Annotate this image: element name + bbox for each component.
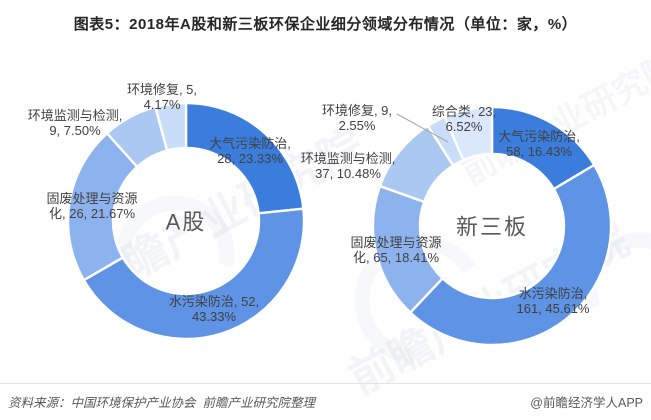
slice-label: 环境修复, 5, 4.17% [127, 82, 197, 112]
slice-label-line: 水污染防治, 52, [169, 294, 259, 309]
slice-label-line: 4.17% [144, 97, 181, 112]
slice-label-line: 37, 10.48% [315, 166, 381, 181]
slice-label-line: 大气污染防治, [209, 136, 291, 151]
slice-label-line: 环境监测与检测, [301, 151, 396, 166]
slice-label-line: 2.55% [339, 118, 376, 133]
donut-segment [443, 105, 494, 162]
donut-chart-neeq: 大气污染防治, 58, 16.43% 水污染防治, 161, 45.61% 固废处理与资… [301, 103, 613, 347]
slice-label: 综合类, 23, 6.52% [432, 104, 496, 134]
donut-center-label: A股 [166, 210, 207, 235]
slice-label: 环境监测与检测, 37, 10.48% [301, 151, 396, 181]
slice-label: 固废处理与资源化, 65, 18.41% [350, 235, 441, 265]
donut-segment [409, 163, 613, 347]
donut-chart-a-share: 大气污染防治, 28, 23.33% 水污染防治, 52, 43.33% 固废处理与资源… [28, 82, 306, 341]
slice-label-line: 161, 45.61% [516, 301, 589, 316]
slice-label-line: 环境修复, 5, [127, 82, 197, 97]
slice-label-line: 环境监测与检测, [28, 108, 123, 123]
donut-segment [154, 101, 188, 152]
slice-label-line: 58, 16.43% [506, 144, 572, 159]
slice-label-line: 环境修复, 9, [322, 103, 392, 118]
donut-segment [82, 207, 306, 341]
donut-center-label: 新三板 [456, 215, 528, 240]
slice-label: 大气污染防治, 58, 16.43% [498, 129, 580, 159]
slice-label-line: 6.52% [446, 119, 483, 134]
slice-label: 大气污染防治, 28, 23.33% [209, 136, 291, 166]
watermark-logo-swoosh [354, 234, 486, 366]
slice-label-line: 大气污染防治, [498, 129, 580, 144]
source-note: 资料来源：中国环境保护产业协会 前瞻产业研究院整理 [8, 396, 315, 410]
slice-label: 固废处理与资源化, 26, 21.67% [46, 191, 137, 221]
slice-label-line: 28, 23.33% [217, 151, 283, 166]
chart-title: 图表5：2018年A股和新三板环保企业细分领域分布情况（单位：家，%） [73, 16, 578, 33]
label-leader-line [396, 113, 449, 143]
footer-divider [0, 383, 651, 384]
slice-label: 环境监测与检测, 9, 7.50% [28, 108, 123, 138]
slice-label: 水污染防治, 161, 45.61% [516, 286, 589, 316]
slice-label-line: 固废处理与资源 [350, 235, 441, 250]
slice-label-line: 化, 65, 18.41% [353, 250, 439, 265]
brand-credit: @前瞻经济学人APP [530, 396, 643, 410]
slice-label-line: 综合类, 23, [432, 104, 496, 119]
slice-label: 水污染防治, 52, 43.33% [169, 294, 259, 324]
slice-label-line: 化, 26, 21.67% [49, 206, 135, 221]
slice-label-line: 9, 7.50% [49, 123, 101, 138]
slice-label: 环境修复, 9, 2.55% [322, 103, 392, 133]
slice-label-line: 43.33% [192, 309, 237, 324]
slice-label-line: 水污染防治, [519, 286, 588, 301]
watermark-logo-swoosh [582, 232, 651, 348]
slice-label-line: 固废处理与资源 [46, 191, 137, 206]
